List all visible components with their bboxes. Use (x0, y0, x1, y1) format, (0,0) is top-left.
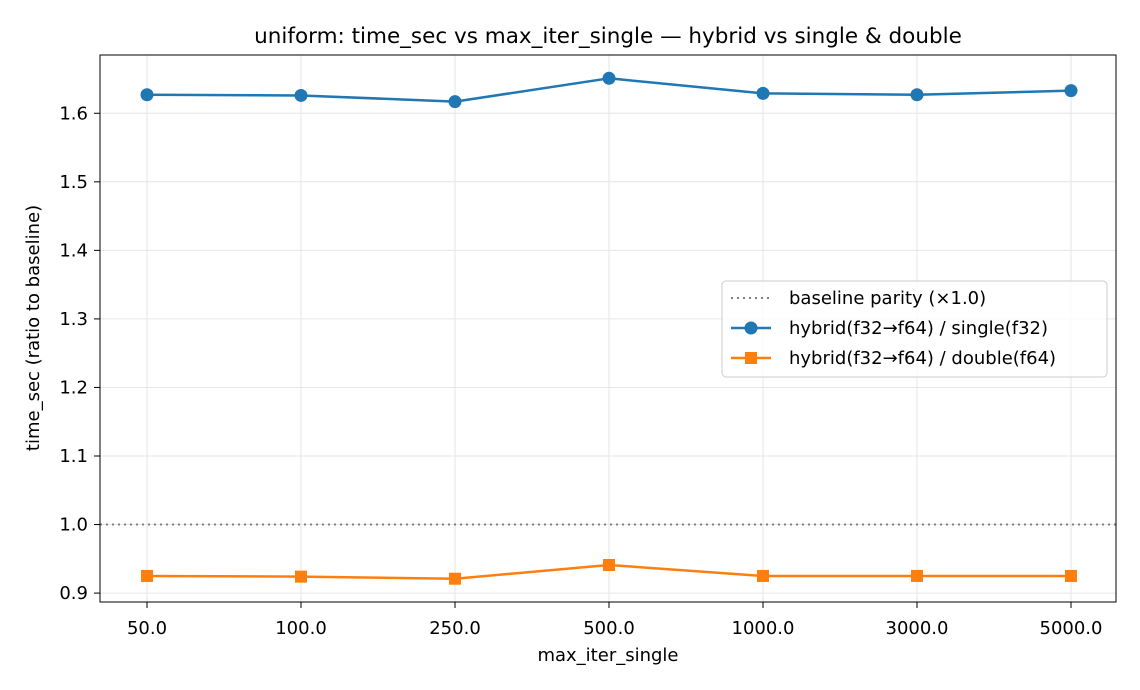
series-0-point (910, 88, 924, 102)
x-tick-label: 3000.0 (886, 618, 949, 639)
legend: baseline parity (×1.0) hybrid(f32→f64) /… (721, 280, 1108, 378)
legend-label-series-1: hybrid(f32→f64) / double(f64) (789, 348, 1056, 369)
series-1-point (449, 572, 461, 585)
x-tick-label: 1000.0 (732, 618, 795, 639)
plot-frame (99, 54, 1117, 603)
series-1-point (911, 569, 923, 582)
series-1-point (295, 570, 307, 583)
y-tick-label: 1.1 (59, 446, 88, 467)
series-1-point (141, 569, 153, 582)
y-tick-label: 1.5 (59, 172, 88, 193)
series-layer (140, 71, 1078, 585)
series-0-point (294, 88, 308, 102)
x-tick-label: 50.0 (127, 618, 167, 639)
x-tick-label: 5000.0 (1040, 618, 1103, 639)
y-tick-label: 1.2 (59, 377, 88, 398)
legend-label-series-0: hybrid(f32→f64) / single(f32) (789, 318, 1048, 339)
legend-label-reference: baseline parity (×1.0) (789, 288, 986, 309)
y-tick-label: 1.3 (59, 309, 88, 330)
y-axis-label: time_sec (ratio to baseline) (23, 205, 44, 451)
series-0-point (1064, 84, 1078, 98)
y-tick-label: 1.4 (59, 240, 88, 261)
series-0-point (140, 88, 154, 102)
legend-series-0-marker (744, 321, 758, 335)
series-1-point (1065, 569, 1077, 582)
series-0-point (448, 95, 462, 109)
y-tick-label: 0.9 (59, 583, 88, 604)
legend-series-1-marker (745, 352, 757, 364)
series-0-point (756, 86, 770, 100)
x-tick-label: 250.0 (429, 618, 481, 639)
series-1-point (603, 558, 615, 571)
y-tick-label: 1.6 (59, 103, 88, 124)
series-0-point (602, 71, 616, 85)
axis-ticks: 50.0 100.0 250.0 500.0 1000.0 3000.0 5000.0 0.9… (59, 103, 1102, 639)
series-1-point (757, 569, 769, 582)
legend-box (721, 280, 1108, 378)
x-tick-label: 500.0 (583, 618, 635, 639)
x-axis-label: max_iter_single (537, 645, 678, 666)
x-tick-label: 100.0 (275, 618, 327, 639)
y-tick-label: 1.0 (59, 515, 88, 536)
chart-title: uniform: time_sec vs max_iter_single — h… (254, 24, 962, 49)
